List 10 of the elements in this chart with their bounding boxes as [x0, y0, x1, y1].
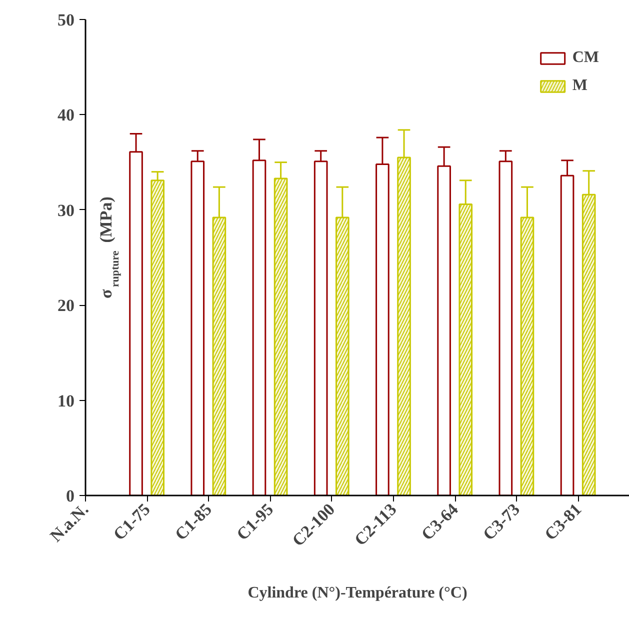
y-tick-label: 10 — [58, 391, 74, 410]
y-tick-label: 50 — [58, 10, 74, 30]
x-axis-title: Cylindre (N°)-Température (°C) — [248, 584, 468, 602]
y-tick-label: 40 — [58, 106, 74, 125]
legend-label: M — [572, 77, 588, 95]
y-tick-label: 30 — [58, 200, 74, 220]
legend-label: CM — [572, 49, 599, 67]
y-axis-title: σrupture (MPa) — [96, 196, 122, 298]
y-tick-label: 20 — [58, 296, 74, 316]
y-tick-label: 0 — [66, 486, 74, 506]
